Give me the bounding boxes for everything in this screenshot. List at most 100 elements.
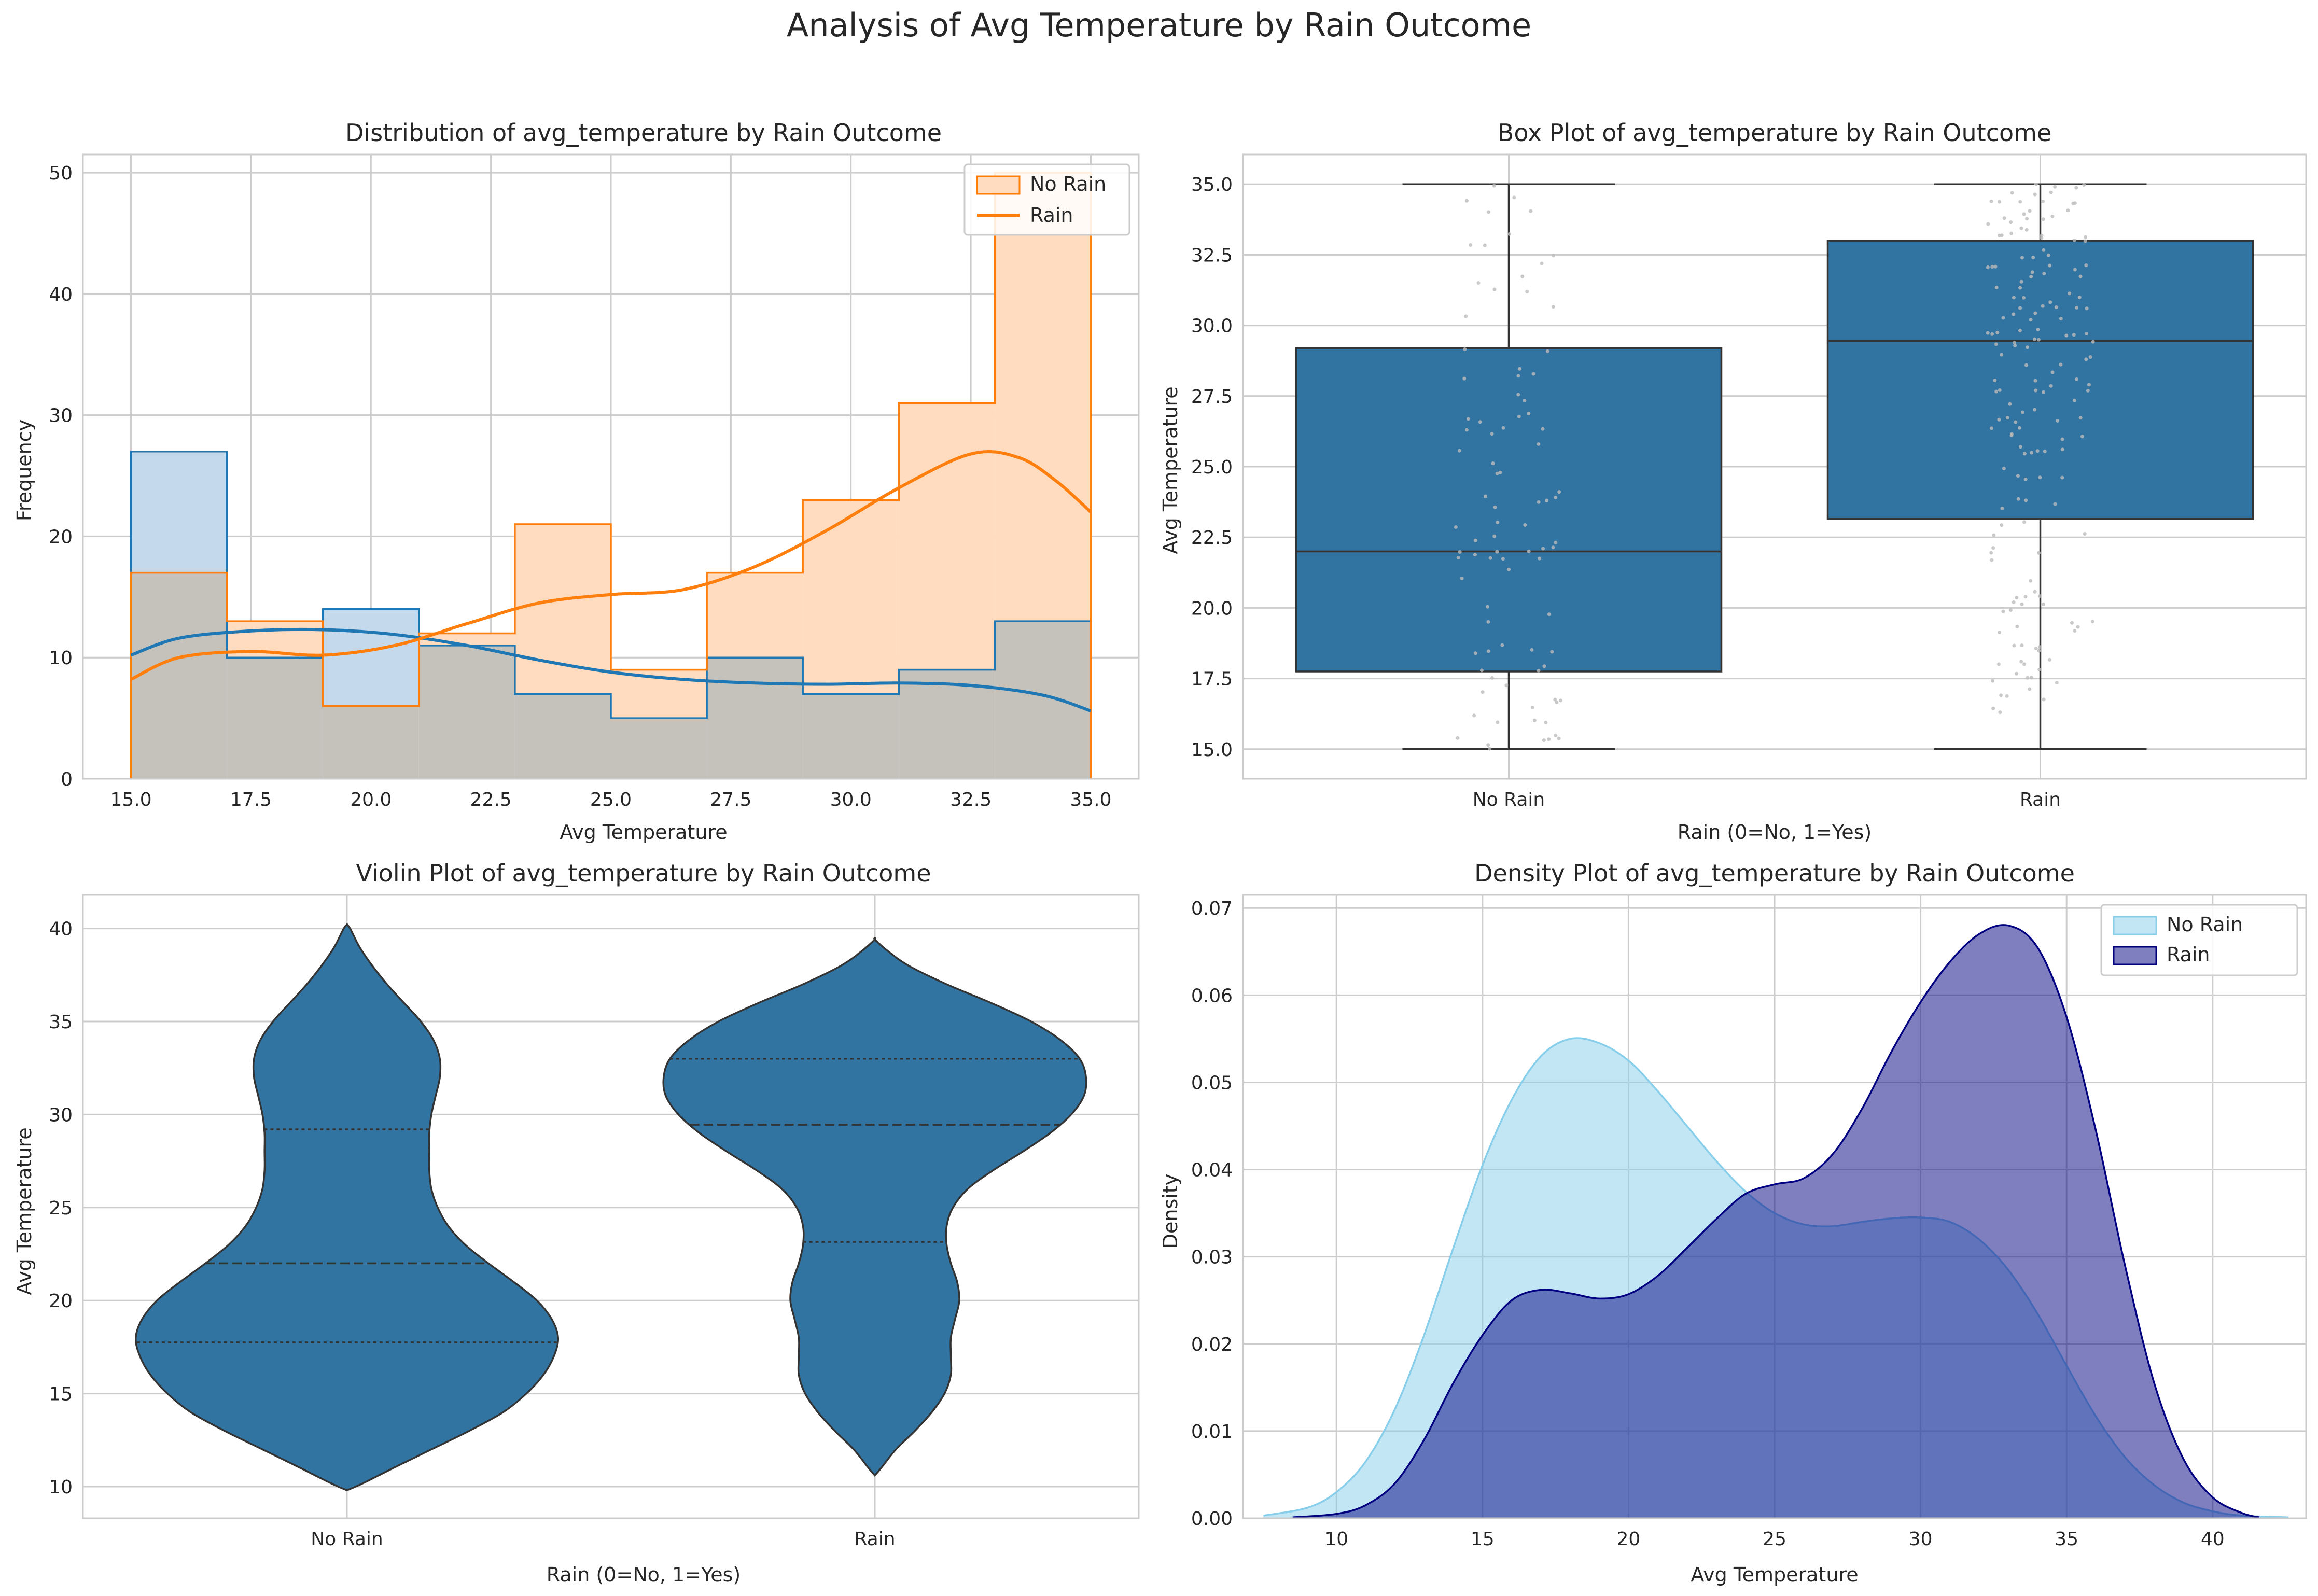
jitter-point xyxy=(1541,427,1545,431)
jitter-point xyxy=(1495,471,1499,475)
jitter-point xyxy=(2055,681,2059,685)
jitter-point xyxy=(1991,546,1995,550)
kde-line-rain xyxy=(130,450,1092,681)
jitter-point xyxy=(2041,217,2045,221)
hist-bar-overlap xyxy=(995,621,1091,779)
jitter-point xyxy=(1537,668,1541,673)
jitter-point xyxy=(1547,612,1551,617)
jitter-point xyxy=(1488,556,1492,560)
jitter-point xyxy=(2034,647,2038,651)
jitter-point xyxy=(1473,553,1477,557)
jitter-point xyxy=(1486,620,1490,624)
jitter-point xyxy=(2054,305,2058,310)
jitter-point xyxy=(2024,498,2028,502)
jitter-point xyxy=(2012,600,2016,604)
jitter-point xyxy=(1516,393,1520,397)
jitter-point xyxy=(2012,643,2016,648)
jitter-point xyxy=(2037,649,2041,653)
y-tick-label: 15.0 xyxy=(1191,739,1233,761)
jitter-point xyxy=(2042,390,2046,394)
x-tick-label: Rain xyxy=(2020,789,2061,810)
jitter-point xyxy=(1464,428,1469,432)
jitter-point xyxy=(1557,736,1561,740)
histogram-xlabel: Avg Temperature xyxy=(560,821,727,844)
y-tick-label: 35.0 xyxy=(1191,174,1233,195)
jitter-point xyxy=(2070,621,2074,625)
jitter-point xyxy=(1529,209,1533,213)
jitter-point xyxy=(1495,550,1499,554)
jitter-point xyxy=(1490,432,1494,436)
jitter-point xyxy=(2086,388,2090,393)
jitter-point xyxy=(2046,253,2050,257)
jitter-point xyxy=(2083,532,2087,536)
violin-panel: Violin Plot of avg_temperature by Rain O… xyxy=(13,859,1140,1586)
jitter-point xyxy=(1507,232,1512,236)
y-tick-label: 30 xyxy=(49,1104,73,1126)
jitter-point xyxy=(2038,475,2042,480)
violin-body xyxy=(662,937,1087,1477)
jitter-point xyxy=(2020,410,2024,414)
jitter-point xyxy=(1486,605,1490,609)
jitter-point xyxy=(1550,650,1554,654)
jitter-point xyxy=(2060,475,2064,480)
y-tick-label: 10 xyxy=(49,1477,73,1498)
jitter-point xyxy=(2013,341,2017,345)
jitter-point xyxy=(2005,694,2009,698)
jitter-point xyxy=(1456,556,1460,560)
jitter-point xyxy=(2019,226,2023,230)
jitter-point xyxy=(2059,317,2063,321)
jitter-point xyxy=(1512,195,1516,200)
legend-label-rain: Rain xyxy=(1030,204,1073,227)
jitter-point xyxy=(2034,388,2038,393)
jitter-point xyxy=(2076,625,2080,629)
x-tick-label: Rain xyxy=(854,1529,895,1550)
jitter-point xyxy=(1479,668,1484,673)
histogram-legend: No Rain Rain xyxy=(963,163,1130,236)
jitter-point xyxy=(2034,182,2038,186)
jitter-point xyxy=(2002,216,2006,220)
y-tick-label: 10 xyxy=(49,648,73,669)
jitter-point xyxy=(2014,420,2018,424)
jitter-point xyxy=(1998,200,2002,204)
jitter-point xyxy=(1554,540,1558,544)
jitter-point xyxy=(1516,374,1520,378)
y-tick-label: 22.5 xyxy=(1191,527,1233,549)
jitter-point xyxy=(1998,631,2002,635)
y-tick-label: 30 xyxy=(49,405,73,427)
jitter-point xyxy=(2078,416,2083,420)
x-tick-label: 15 xyxy=(1471,1529,1495,1550)
jitter-point xyxy=(1491,461,1495,466)
jitter-point xyxy=(1472,713,1476,718)
jitter-point xyxy=(2009,231,2014,235)
density-area-rain xyxy=(1292,925,2259,1518)
legend-swatch-no-rain xyxy=(2113,916,2157,935)
jitter-point xyxy=(2001,609,2005,613)
jitter-point xyxy=(2008,402,2012,406)
x-tick-label: 27.5 xyxy=(710,789,751,810)
jitter-point xyxy=(2021,296,2026,300)
axes-frame xyxy=(1242,153,2307,780)
y-tick-label: 0.01 xyxy=(1191,1421,1233,1443)
y-tick-label: 32.5 xyxy=(1191,245,1233,266)
jitter-point xyxy=(1486,743,1490,747)
jitter-point xyxy=(2022,452,2027,456)
jitter-point xyxy=(2087,383,2091,387)
jitter-point xyxy=(1527,549,1531,553)
jitter-point xyxy=(2077,295,2082,299)
y-tick-label: 15 xyxy=(49,1384,73,1405)
jitter-point xyxy=(1523,399,1527,403)
violin-title: Violin Plot of avg_temperature by Rain O… xyxy=(356,859,931,887)
histogram-ylabel: Frequency xyxy=(13,419,36,521)
jitter-point xyxy=(1986,222,1990,226)
y-tick-label: 30.0 xyxy=(1191,316,1233,337)
jitter-point xyxy=(2042,602,2046,606)
jitter-point xyxy=(2041,304,2045,308)
jitter-point xyxy=(2075,305,2079,310)
jitter-point xyxy=(1551,545,1555,550)
jitter-point xyxy=(2000,523,2004,527)
jitter-point xyxy=(2053,502,2057,506)
jitter-point xyxy=(2037,645,2042,649)
x-tick-label: 32.5 xyxy=(950,789,992,810)
jitter-point xyxy=(2066,208,2070,213)
jitter-point xyxy=(2017,426,2021,430)
